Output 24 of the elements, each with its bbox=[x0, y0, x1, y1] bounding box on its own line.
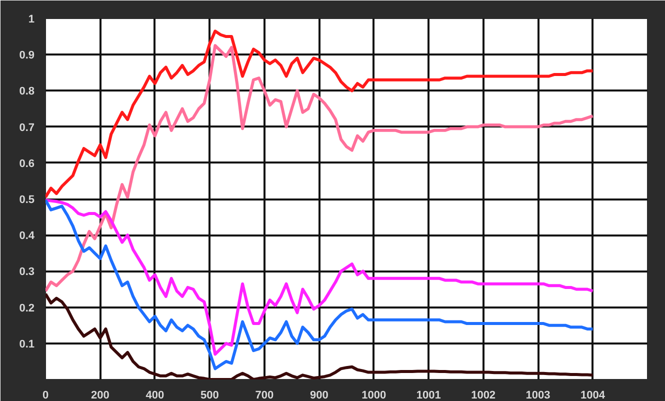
x-tick-label: 0 bbox=[42, 390, 49, 401]
line-series bbox=[46, 292, 594, 380]
x-tick-label: 900 bbox=[310, 390, 328, 401]
x-tick-label: 500 bbox=[200, 390, 219, 401]
y-tick-label: 0.7 bbox=[19, 122, 35, 134]
y-tick-label: 0.2 bbox=[19, 302, 35, 314]
x-tick-label: 1001 bbox=[416, 390, 441, 401]
x-tick-label: 200 bbox=[91, 390, 110, 401]
y-tick-label: 0.1 bbox=[19, 338, 35, 350]
line-series bbox=[46, 44, 594, 293]
x-tick-label: 1002 bbox=[471, 390, 496, 401]
line-series bbox=[46, 30, 594, 199]
y-tick-label: 1 bbox=[28, 14, 35, 26]
y-tick-label: 0.6 bbox=[19, 158, 35, 170]
y-tick-label: 0.4 bbox=[19, 230, 36, 242]
y-tick-label: 0.8 bbox=[19, 86, 35, 98]
y-tick-label: 0.3 bbox=[19, 266, 35, 278]
x-tick-label: 1004 bbox=[580, 390, 606, 401]
y-tick-label: 0.9 bbox=[19, 50, 35, 62]
x-tick-label: 700 bbox=[255, 390, 274, 401]
x-tick-label: 1003 bbox=[526, 390, 550, 401]
x-tick-label: 1000 bbox=[362, 390, 386, 401]
y-tick-label: 0.5 bbox=[19, 194, 35, 206]
x-tick-label: 400 bbox=[146, 390, 164, 401]
